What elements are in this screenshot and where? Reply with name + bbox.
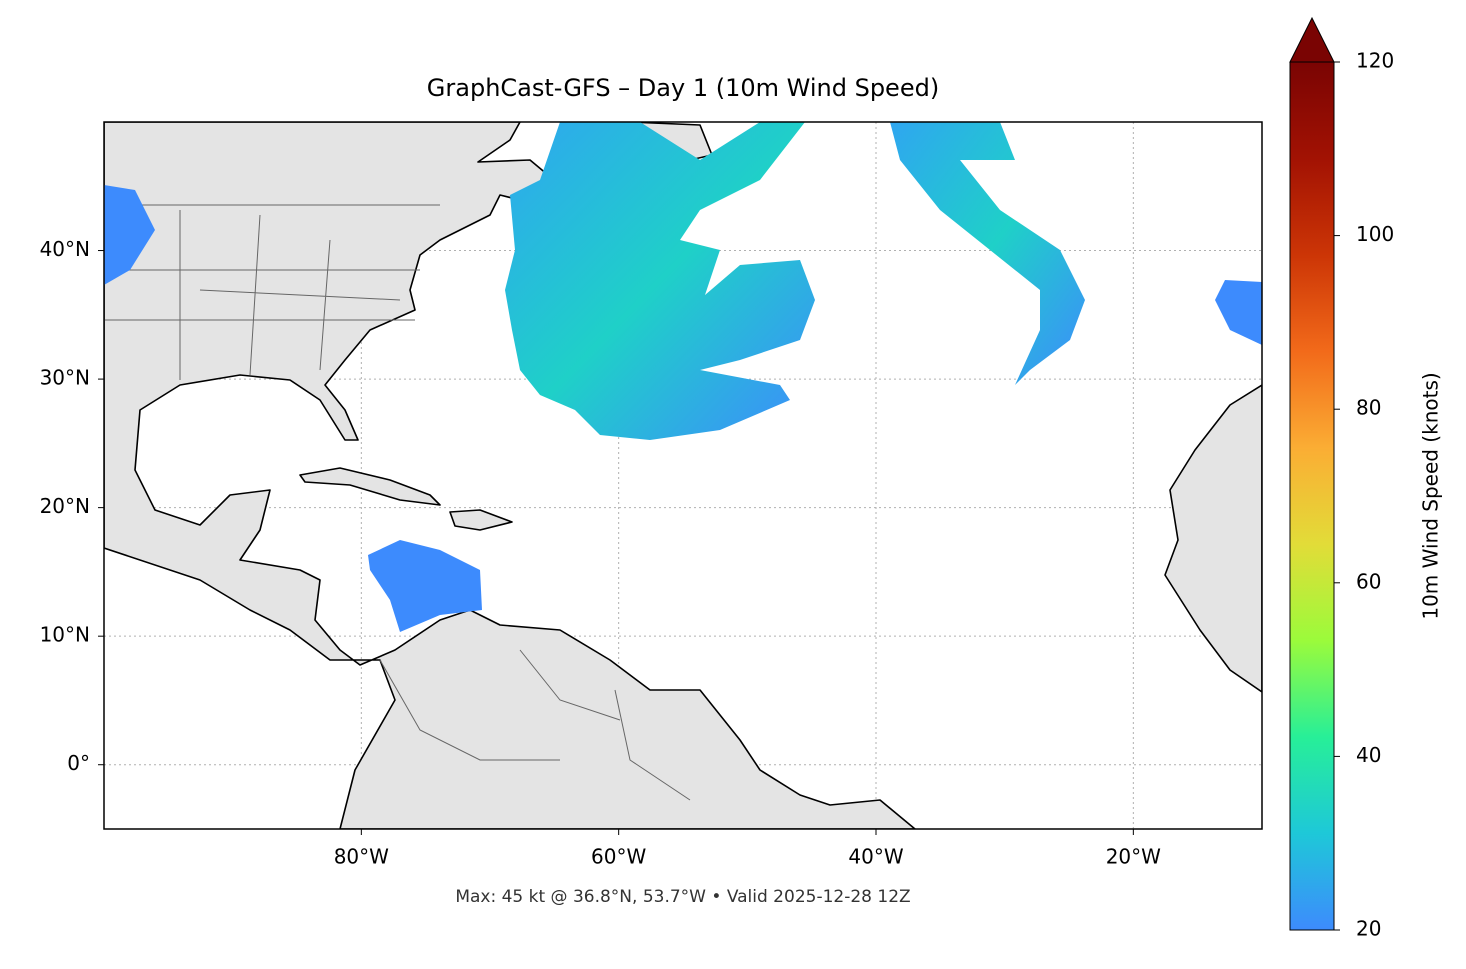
x-tick-label: 80°W <box>334 845 389 869</box>
colorbar-tick-label: 60 <box>1356 569 1381 593</box>
colorbar-tick-label: 120 <box>1356 49 1394 73</box>
land-americas <box>104 122 916 829</box>
grid <box>104 122 1262 829</box>
wind-swath-africa <box>1215 280 1262 345</box>
y-tick-label: 10°N <box>40 623 90 647</box>
colorbar-label: 10m Wind Speed (knots) <box>1419 372 1443 619</box>
land-cuba <box>299 467 441 506</box>
state-borders <box>104 204 691 801</box>
y-tick-label: 40°N <box>40 237 90 261</box>
land-africa <box>1164 384 1262 693</box>
y-tick-label: 30°N <box>40 366 90 390</box>
colorbar-tick-label: 20 <box>1356 917 1381 941</box>
colorbar-tick-label: 80 <box>1356 396 1381 420</box>
wind-swath-east <box>890 122 1085 385</box>
chart-title: GraphCast-GFS – Day 1 (10m Wind Speed) <box>427 74 939 102</box>
y-tick-label: 20°N <box>40 494 90 518</box>
y-tick-label: 0° <box>67 751 90 775</box>
colorbar-tick-label: 100 <box>1356 222 1394 246</box>
wind-swath-caribbean <box>368 540 482 632</box>
x-tick-label: 20°W <box>1106 845 1161 869</box>
footer-note: Max: 45 kt @ 36.8°N, 53.7°W • Valid 2025… <box>455 887 910 907</box>
colorbar <box>1289 61 1335 931</box>
wind-swath-west <box>104 185 155 285</box>
colorbar-tick-label: 40 <box>1356 743 1381 767</box>
wind-swath-main <box>505 122 815 440</box>
land-hispaniola <box>449 509 513 531</box>
axes-frame <box>103 121 1263 830</box>
colorbar-extend <box>1289 16 1335 63</box>
map-layer <box>104 122 1262 829</box>
x-tick-label: 60°W <box>591 845 646 869</box>
x-tick-label: 40°W <box>848 845 903 869</box>
